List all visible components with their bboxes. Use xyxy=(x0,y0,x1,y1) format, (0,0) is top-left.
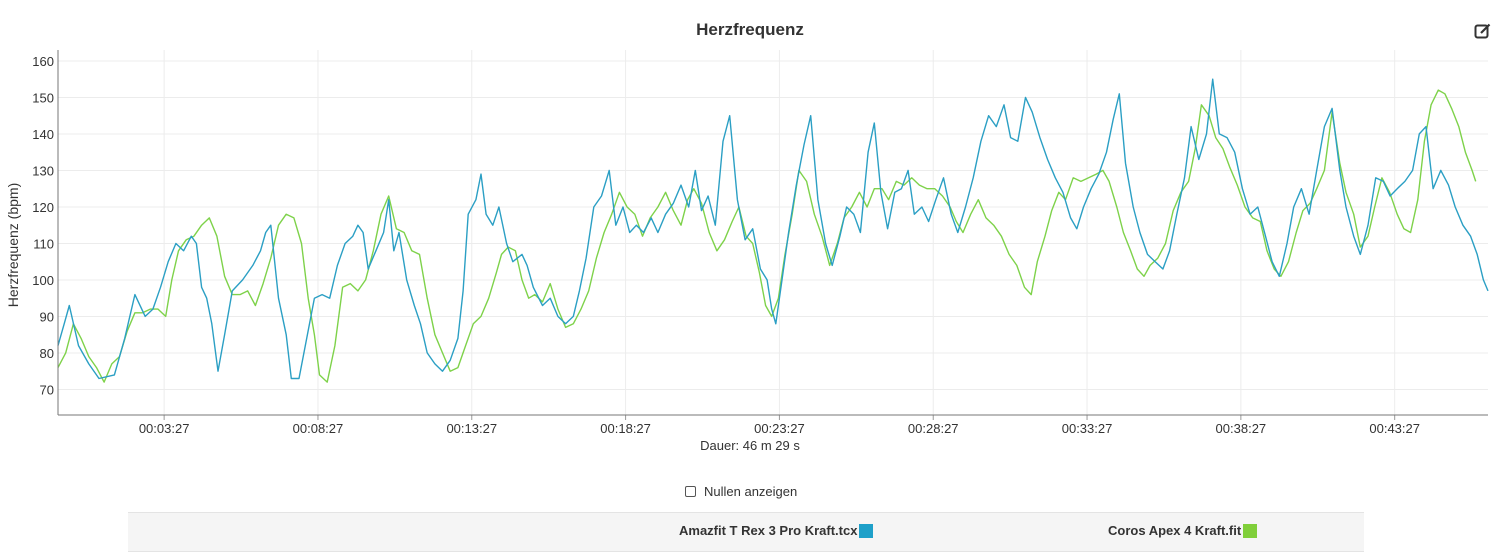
legend-item-amazfit[interactable]: Amazfit T Rex 3 Pro Kraft.tcx xyxy=(679,523,874,538)
y-axis-label: Herzfrequenz (bpm) xyxy=(5,183,21,308)
legend-label-coros: Coros Apex 4 Kraft.fit xyxy=(1108,523,1242,538)
x-tick-label: 00:13:27 xyxy=(446,421,497,436)
y-tick-label: 80 xyxy=(40,346,54,361)
x-tick-label: 00:28:27 xyxy=(908,421,959,436)
x-tick-label: 00:38:27 xyxy=(1216,421,1267,436)
legend-swatch-amazfit xyxy=(859,523,874,538)
x-tick-label: 00:18:27 xyxy=(600,421,651,436)
x-axis-label: Dauer: 46 m 29 s xyxy=(700,438,800,453)
show-zeros-label: Nullen anzeigen xyxy=(704,484,798,499)
series-line-amazfit xyxy=(57,78,1489,380)
legend-item-coros[interactable]: Coros Apex 4 Kraft.fit xyxy=(1108,523,1258,538)
y-tick-label: 70 xyxy=(40,382,54,397)
x-tick-label: 00:33:27 xyxy=(1062,421,1113,436)
y-tick-label: 90 xyxy=(40,309,54,324)
y-tick-label: 120 xyxy=(32,200,54,215)
show-zeros-toggle[interactable]: Nullen anzeigen xyxy=(685,484,797,499)
y-tick-label: 140 xyxy=(32,127,54,142)
show-zeros-checkbox[interactable] xyxy=(685,486,696,497)
y-tick-label: 100 xyxy=(32,273,54,288)
y-tick-label: 160 xyxy=(32,54,54,69)
chart-title: Herzfrequenz xyxy=(696,20,804,39)
y-tick-label: 130 xyxy=(32,163,54,178)
edit-icon[interactable] xyxy=(1474,22,1492,40)
heart-rate-chart: 70 80 90 100 110 120 130 140 150 160 00:03:27 00:08… xyxy=(5,50,1489,436)
series-layer xyxy=(57,78,1489,383)
x-tick-label: 00:23:27 xyxy=(754,421,805,436)
grid xyxy=(58,50,1488,415)
y-tick-label: 150 xyxy=(32,90,54,105)
axes: 70 80 90 100 110 120 130 140 150 160 00:03:27 00:08… xyxy=(32,50,1488,436)
x-tick-label: 00:08:27 xyxy=(293,421,344,436)
x-tick-label: 00:03:27 xyxy=(139,421,190,436)
x-tick-label: 00:43:27 xyxy=(1369,421,1420,436)
legend: Amazfit T Rex 3 Pro Kraft.tcx Coros Apex… xyxy=(128,512,1364,552)
y-tick-label: 110 xyxy=(33,236,54,251)
legend-label-amazfit: Amazfit T Rex 3 Pro Kraft.tcx xyxy=(679,523,858,538)
legend-swatch-coros xyxy=(1243,523,1258,538)
